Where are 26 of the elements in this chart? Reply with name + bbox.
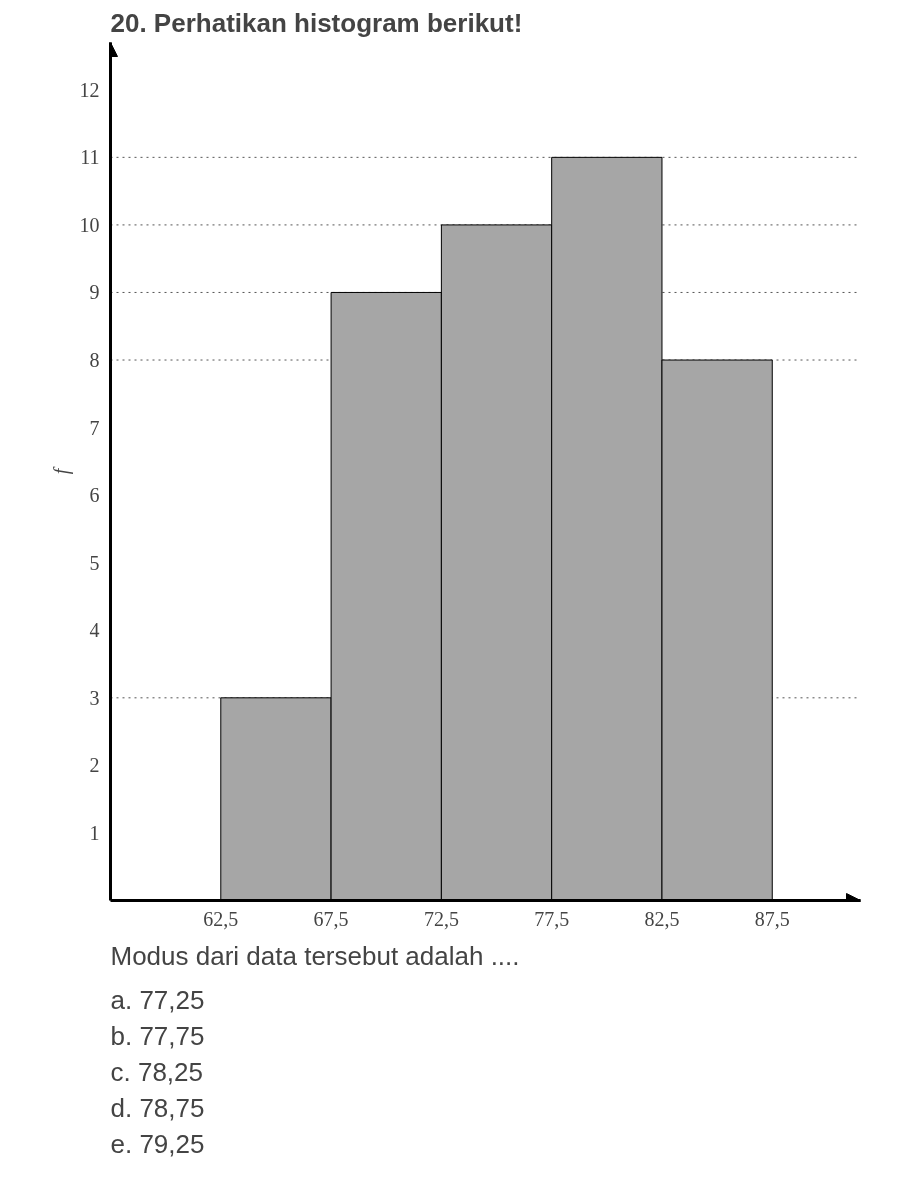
y-tick-label: 5 (89, 551, 100, 574)
x-tick-label: 72,5 (423, 907, 459, 930)
y-tick-label: 7 (89, 416, 100, 439)
text: e. 79,25 (110, 1128, 205, 1159)
y-axis-title: f (49, 466, 73, 475)
y-tick-label: 12 (79, 78, 100, 101)
x-tick-label: 62,5 (203, 907, 239, 930)
text: a. 77,25 (110, 984, 205, 1015)
text: Modus dari data tersebut adalah .... (110, 940, 520, 971)
y-tick-label: 10 (79, 213, 100, 236)
x-tick-label: 67,5 (313, 907, 349, 930)
x-tick-label: 77,5 (534, 907, 570, 930)
y-tick-label: 6 (89, 484, 100, 507)
y-tick-label: 9 (89, 281, 100, 304)
text: b. 77,75 (110, 1020, 205, 1051)
y-tick-label: 11 (80, 146, 100, 169)
y-tick-label: 2 (89, 754, 100, 777)
text: d. 78,75 (110, 1092, 205, 1123)
y-tick-label: 8 (89, 349, 100, 372)
y-tick-label: 4 (89, 619, 100, 642)
y-tick-label: 1 (89, 821, 100, 844)
x-tick-label: 82,5 (644, 907, 680, 930)
text: c. 78,25 (110, 1056, 204, 1087)
chart-title: 20. Perhatikan histogram berikut! (110, 7, 523, 38)
x-tick-label: 87,5 (754, 907, 790, 930)
y-tick-label: 3 (89, 686, 100, 709)
